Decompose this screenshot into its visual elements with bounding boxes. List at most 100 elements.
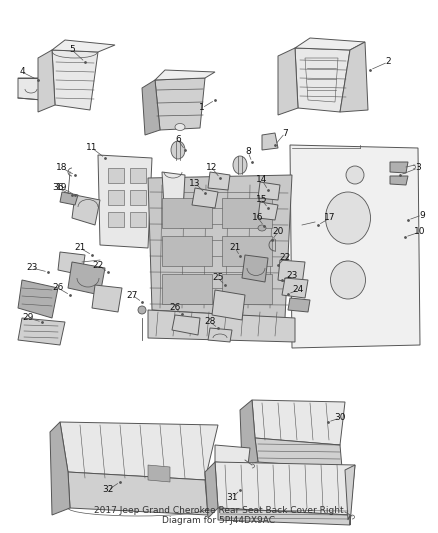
Polygon shape xyxy=(108,190,124,205)
Polygon shape xyxy=(192,188,218,208)
Text: 20: 20 xyxy=(272,228,284,237)
Polygon shape xyxy=(345,465,355,525)
Polygon shape xyxy=(212,290,245,320)
Polygon shape xyxy=(148,465,170,482)
Text: 2017 Jeep Grand Cherokee Rear Seat Back Cover Right
Diagram for 5PJ44DX9AC: 2017 Jeep Grand Cherokee Rear Seat Back … xyxy=(94,506,344,525)
Text: 2: 2 xyxy=(385,58,391,67)
Polygon shape xyxy=(208,328,232,342)
Polygon shape xyxy=(278,260,305,285)
Ellipse shape xyxy=(138,306,146,314)
Text: 14: 14 xyxy=(256,175,268,184)
Text: 32: 32 xyxy=(102,486,114,495)
Ellipse shape xyxy=(331,261,365,299)
Text: 8: 8 xyxy=(245,148,251,157)
Polygon shape xyxy=(255,438,342,468)
Text: 26: 26 xyxy=(170,303,181,312)
Text: 22: 22 xyxy=(279,254,291,262)
Polygon shape xyxy=(60,422,218,480)
Polygon shape xyxy=(208,172,230,190)
Polygon shape xyxy=(172,315,200,335)
Text: 25: 25 xyxy=(212,273,224,282)
Text: 7: 7 xyxy=(282,128,288,138)
Text: 1: 1 xyxy=(199,103,205,112)
Text: 3: 3 xyxy=(415,164,421,173)
Polygon shape xyxy=(108,168,124,183)
Text: 23: 23 xyxy=(286,271,298,279)
Text: 5: 5 xyxy=(69,45,75,54)
Text: 36: 36 xyxy=(52,183,64,192)
Ellipse shape xyxy=(171,141,185,159)
Polygon shape xyxy=(222,236,272,266)
Polygon shape xyxy=(288,298,310,312)
Polygon shape xyxy=(215,462,355,515)
Text: 10: 10 xyxy=(414,228,426,237)
Polygon shape xyxy=(98,155,152,248)
Polygon shape xyxy=(58,252,85,275)
Text: 18: 18 xyxy=(56,164,68,173)
Polygon shape xyxy=(130,212,146,227)
Polygon shape xyxy=(162,198,212,228)
Polygon shape xyxy=(142,80,160,135)
Ellipse shape xyxy=(258,225,266,231)
Text: 19: 19 xyxy=(56,183,68,192)
Polygon shape xyxy=(242,255,268,282)
Polygon shape xyxy=(72,195,100,225)
Polygon shape xyxy=(290,145,420,348)
Polygon shape xyxy=(155,70,215,80)
Text: 30: 30 xyxy=(334,414,346,423)
Text: 27: 27 xyxy=(126,290,138,300)
Text: 31: 31 xyxy=(226,494,238,503)
Polygon shape xyxy=(18,78,44,100)
Polygon shape xyxy=(258,182,280,200)
Polygon shape xyxy=(205,462,218,518)
Text: 22: 22 xyxy=(92,261,104,270)
Text: 29: 29 xyxy=(22,313,34,322)
Text: 11: 11 xyxy=(86,143,98,152)
Polygon shape xyxy=(295,48,350,112)
Text: 24: 24 xyxy=(293,286,304,295)
Polygon shape xyxy=(295,38,365,50)
Text: 26: 26 xyxy=(52,284,64,293)
Polygon shape xyxy=(222,198,272,228)
Text: 16: 16 xyxy=(252,214,264,222)
Ellipse shape xyxy=(346,166,364,184)
Text: 4: 4 xyxy=(19,68,25,77)
Text: 13: 13 xyxy=(189,179,201,188)
Polygon shape xyxy=(390,176,408,185)
Polygon shape xyxy=(52,40,115,52)
Polygon shape xyxy=(60,192,78,205)
Polygon shape xyxy=(218,508,350,525)
Polygon shape xyxy=(38,50,55,112)
Polygon shape xyxy=(262,133,278,150)
Polygon shape xyxy=(92,285,122,312)
Text: 9: 9 xyxy=(419,211,425,220)
Polygon shape xyxy=(258,202,278,220)
Polygon shape xyxy=(108,212,124,227)
Polygon shape xyxy=(68,262,105,295)
Polygon shape xyxy=(278,48,298,115)
Polygon shape xyxy=(222,274,272,304)
Ellipse shape xyxy=(233,156,247,174)
Ellipse shape xyxy=(325,192,371,244)
Polygon shape xyxy=(240,400,258,465)
Polygon shape xyxy=(282,278,308,298)
Polygon shape xyxy=(252,400,345,445)
Polygon shape xyxy=(162,274,212,304)
Polygon shape xyxy=(130,190,146,205)
Polygon shape xyxy=(215,445,250,465)
Polygon shape xyxy=(162,236,212,266)
Polygon shape xyxy=(18,318,65,345)
Text: 15: 15 xyxy=(256,196,268,205)
Polygon shape xyxy=(68,472,208,515)
Text: 28: 28 xyxy=(204,318,215,327)
Polygon shape xyxy=(155,78,205,130)
Text: 21: 21 xyxy=(230,244,241,253)
Polygon shape xyxy=(340,42,368,112)
Polygon shape xyxy=(50,422,70,515)
Polygon shape xyxy=(148,310,295,342)
Polygon shape xyxy=(52,50,98,110)
Polygon shape xyxy=(148,175,292,318)
Polygon shape xyxy=(18,280,58,318)
Text: 6: 6 xyxy=(175,135,181,144)
Polygon shape xyxy=(390,162,408,173)
